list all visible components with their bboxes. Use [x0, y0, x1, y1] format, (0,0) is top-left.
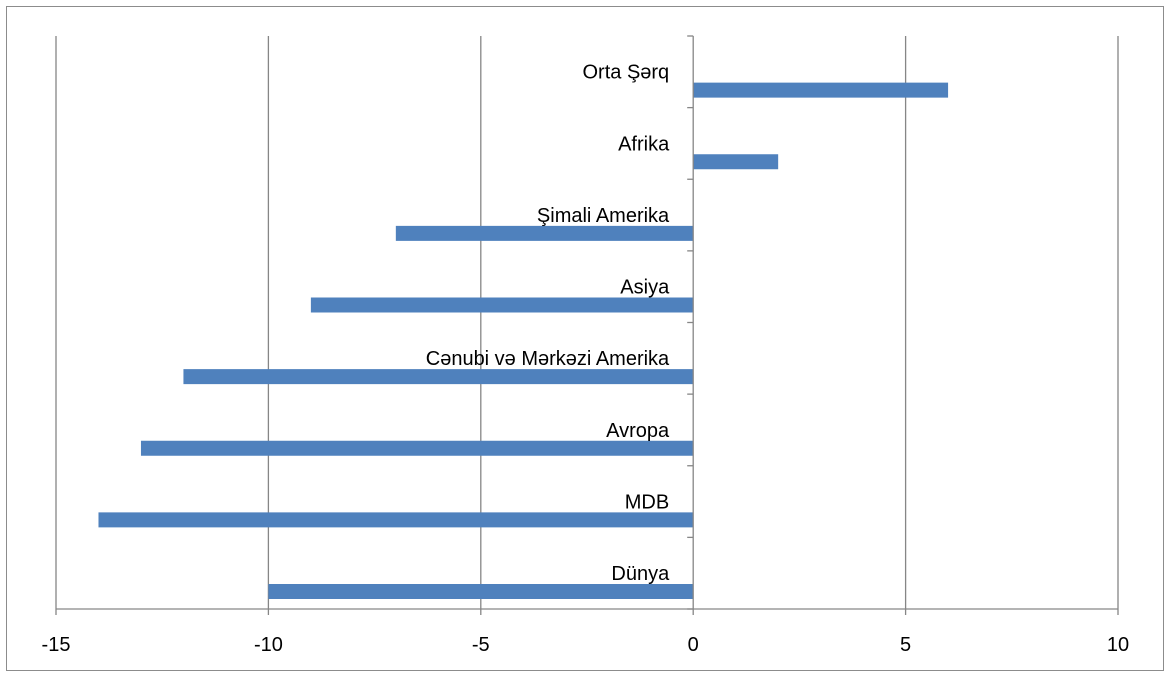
category-label-6: Afrika	[618, 133, 670, 155]
x-tick-label-0: -15	[42, 634, 71, 656]
bar-4	[310, 297, 694, 313]
bar-3	[183, 369, 694, 385]
chart-frame	[6, 6, 1164, 671]
bar-1	[98, 512, 694, 528]
x-tick-label-3: 0	[688, 634, 699, 656]
bars	[98, 82, 949, 599]
x-tick-label-5: 10	[1107, 634, 1129, 656]
x-tick-label-2: -5	[472, 634, 490, 656]
category-label-1: MDB	[625, 491, 669, 513]
bar-5	[395, 225, 694, 241]
bar-7	[693, 82, 949, 98]
bar-2	[140, 440, 694, 456]
x-tick-label-4: 5	[900, 634, 911, 656]
category-label-4: Asiya	[620, 277, 670, 299]
category-label-2: Avropa	[606, 420, 670, 442]
bar-0	[268, 584, 694, 599]
x-tick-label-1: -10	[254, 634, 283, 656]
category-label-7: Orta Şərq	[582, 62, 669, 84]
bar-6	[693, 154, 779, 170]
category-labels: Dünya MDB Avropa Cənubi və Mərkəzi Amerika A…	[426, 62, 670, 585]
category-label-0: Dünya	[611, 563, 670, 585]
x-tick-labels: -15 -10 -5 0 5 10	[42, 634, 1130, 656]
category-label-3: Cənubi və Mərkəzi Amerika	[426, 348, 670, 370]
category-label-5: Şimali Amerika	[537, 205, 670, 227]
axes	[55, 35, 1119, 615]
